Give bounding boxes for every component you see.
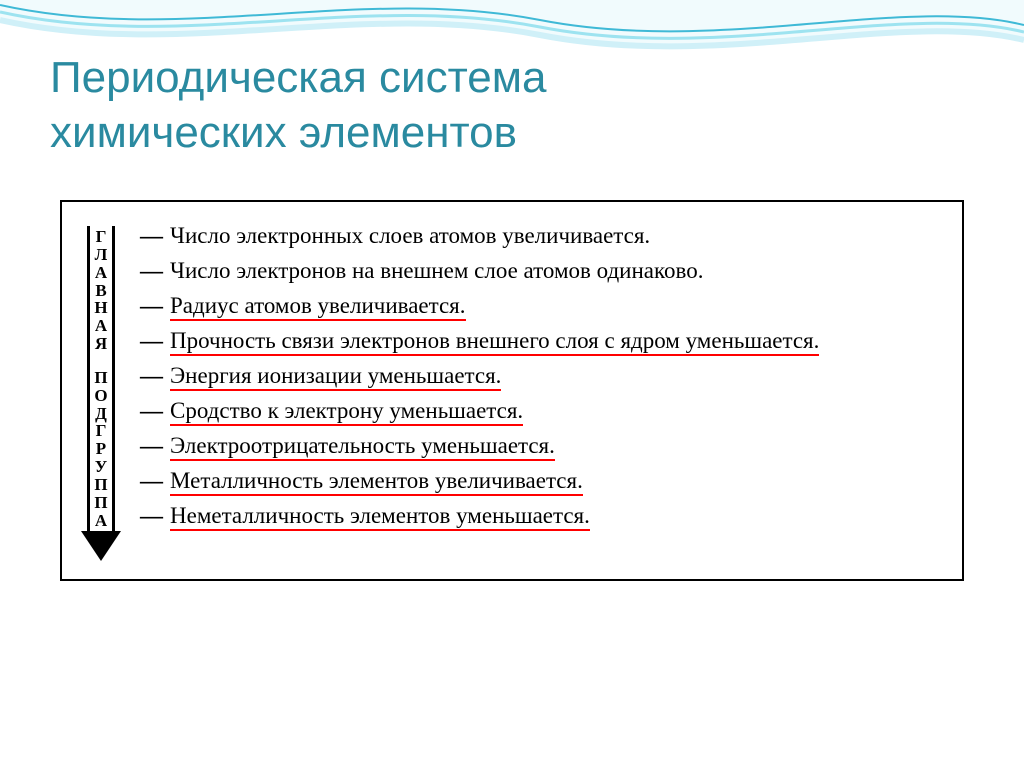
title-block: Периодическая система химических элемент… [0,0,1024,180]
list-item: — Число электронов на внешнем слое атомов… [140,255,940,286]
dash-icon: — [140,220,160,251]
content-box: ГЛАВНАЯ ПОДГРУППА — Число электронных сло… [60,200,964,581]
dash-icon: — [140,290,160,321]
list-item: — Число электронных слоев атомов увеличив… [140,220,940,251]
properties-list: — Число электронных слоев атомов увеличив… [140,220,940,535]
list-item: — Неметалличность элементов уменьшается. [140,500,940,531]
vertical-arrow-label: ГЛАВНАЯ ПОДГРУППА [87,226,114,532]
list-item: — Энергия ионизации уменьшается. [140,360,940,391]
list-item: — Прочность связи электронов внешнего сло… [140,325,940,356]
dash-icon: — [140,360,160,391]
title-line-1: Периодическая система [50,53,546,102]
list-item: — Сродство к электрону уменьшается. [140,395,940,426]
item-text: Прочность связи электронов внешнего слоя… [170,325,819,356]
item-text: Сродство к электрону уменьшается. [170,395,523,426]
dash-icon: — [140,255,160,286]
list-item: — Электроотрицательность уменьшается. [140,430,940,461]
title-line-2: химических элементов [50,108,517,157]
arrowhead-icon [81,531,121,561]
list-item: — Металличность элементов увеличивается. [140,465,940,496]
item-text: Неметалличность элементов уменьшается. [170,500,590,531]
item-text: Число электронных слоев атомов увеличива… [170,220,650,251]
list-item: — Радиус атомов увеличивается. [140,290,940,321]
item-text: Электроотрицательность уменьшается. [170,430,555,461]
dash-icon: — [140,465,160,496]
dash-icon: — [140,430,160,461]
item-text: Радиус атомов увеличивается. [170,290,466,321]
arrow-column: ГЛАВНАЯ ПОДГРУППА [84,226,118,561]
item-text: Металличность элементов увеличивается. [170,465,583,496]
dash-icon: — [140,500,160,531]
dash-icon: — [140,395,160,426]
dash-icon: — [140,325,160,356]
slide-title: Периодическая система химических элемент… [50,50,974,160]
item-text: Число электронов на внешнем слое атомов … [170,255,703,286]
item-text: Энергия ионизации уменьшается. [170,360,501,391]
